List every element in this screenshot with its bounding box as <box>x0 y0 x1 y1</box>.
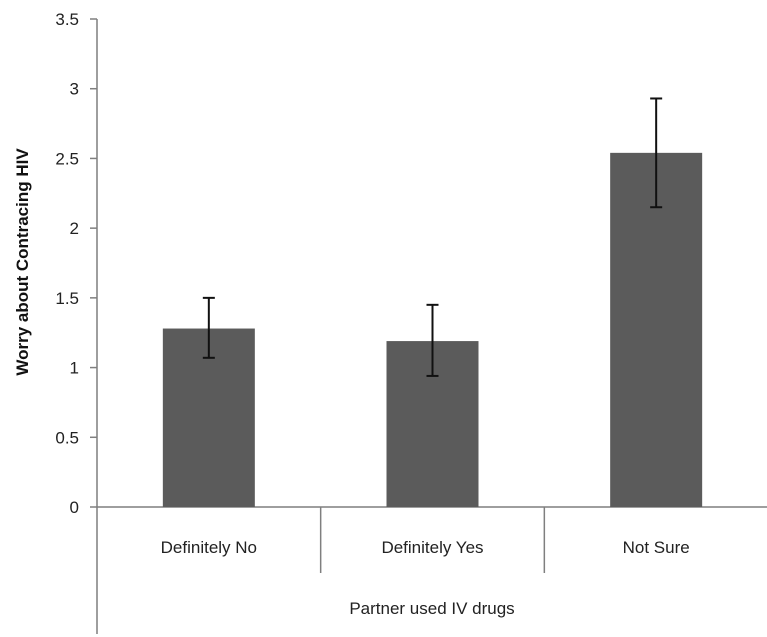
y-tick-label: 2 <box>70 219 79 238</box>
x-tick-label: Not Sure <box>623 538 690 557</box>
x-axis-label: Partner used IV drugs <box>349 599 514 618</box>
y-tick-label: 0.5 <box>55 428 79 447</box>
error-bars <box>202 97 663 377</box>
y-tick-label: 1 <box>70 359 79 378</box>
y-tick-label: 0 <box>70 498 79 517</box>
bar <box>610 152 703 507</box>
x-tick-label: Definitely No <box>161 538 257 557</box>
y-tick-label: 2.5 <box>55 149 79 168</box>
x-axis: Definitely No Definitely Yes Not Sure <box>97 506 767 573</box>
x-tick-label: Definitely Yes <box>381 538 483 557</box>
y-axis-label: Worry about Contracing HIV <box>13 148 32 376</box>
y-tick-label: 1.5 <box>55 289 79 308</box>
y-tick-label: 3.5 <box>55 10 79 29</box>
y-axis: 0 0.5 1 1.5 2 2.5 3 3.5 <box>55 10 98 634</box>
y-tick-label: 3 <box>70 80 79 99</box>
